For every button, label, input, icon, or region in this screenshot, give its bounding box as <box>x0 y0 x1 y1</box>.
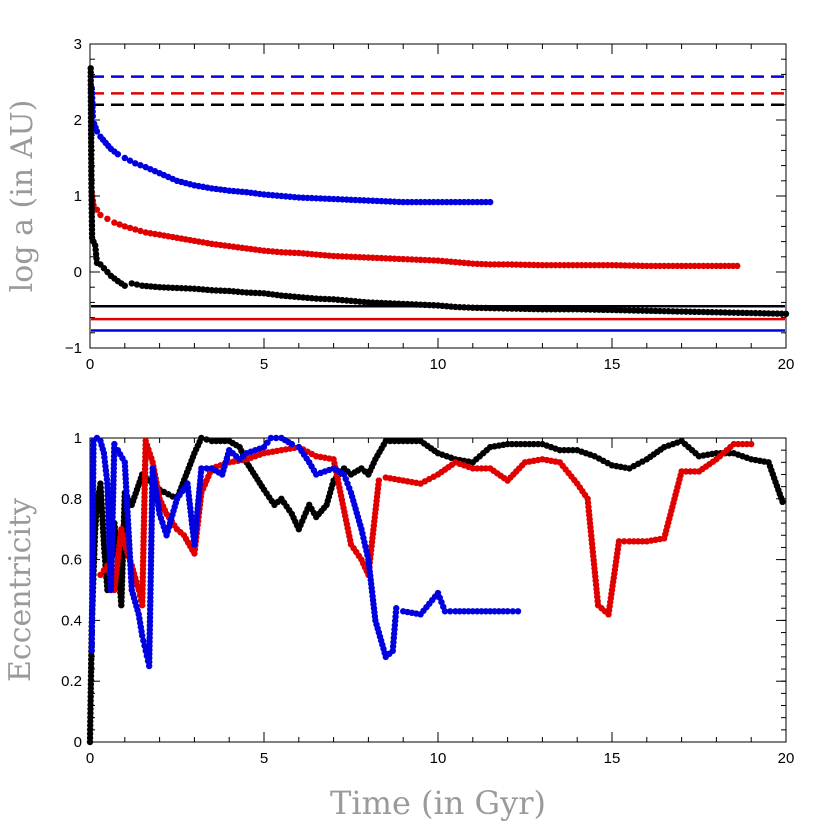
data-point <box>264 439 271 446</box>
data-point <box>121 282 128 289</box>
data-point <box>111 219 118 226</box>
data-point <box>97 571 104 578</box>
data-point <box>198 465 205 472</box>
data-point <box>126 157 134 164</box>
data-point <box>203 436 210 443</box>
x-tick-label: 20 <box>778 356 795 373</box>
y-tick-label: 3 <box>74 36 82 53</box>
data-point <box>393 605 400 612</box>
data-point <box>119 531 126 538</box>
data-point <box>93 206 101 213</box>
data-point <box>116 221 123 228</box>
data-point <box>104 215 111 222</box>
data-point <box>121 223 128 230</box>
x-tick-label: 10 <box>430 356 447 373</box>
y-tick-label: 1 <box>74 188 82 205</box>
data-point <box>615 538 623 545</box>
data-point <box>260 443 268 451</box>
data-point <box>779 498 786 506</box>
ylabel-top: log a (in AU) <box>5 100 40 293</box>
data-point <box>111 440 118 448</box>
data-point <box>133 281 141 288</box>
data-point <box>93 128 101 135</box>
data-point <box>272 434 280 442</box>
data-point <box>375 477 383 484</box>
y-tick-label: 0.4 <box>61 612 82 629</box>
y-tick-label: 1 <box>74 430 82 447</box>
x-tick-label: 10 <box>430 750 447 767</box>
data-point <box>267 434 275 442</box>
data-point <box>140 637 147 644</box>
data-point <box>509 608 517 615</box>
data-point <box>441 608 449 615</box>
y-tick-label: 2 <box>74 112 82 129</box>
data-point <box>620 538 628 545</box>
data-point <box>132 160 139 167</box>
data-point <box>128 280 135 287</box>
data-point <box>514 608 522 615</box>
data-point <box>137 162 144 169</box>
x-tick-label: 0 <box>86 750 94 767</box>
data-point <box>120 536 127 543</box>
y-tick-label: 0.6 <box>61 552 82 569</box>
y-tick-label: 0.8 <box>61 491 82 508</box>
data-point <box>139 632 146 639</box>
data-point <box>748 440 755 448</box>
panel-eccentricity: Eccentricity Time (in Gyr) 0 5 10 15 20 0 0.2 0… <box>3 430 794 822</box>
data-point <box>137 227 144 235</box>
y-tick-label: −1 <box>65 340 82 357</box>
data-point <box>487 198 494 206</box>
x-tick-label: 0 <box>86 356 94 373</box>
x-tick-label: 20 <box>778 750 795 767</box>
data-point <box>132 226 139 233</box>
x-tick-label: 5 <box>260 750 268 767</box>
data-point <box>734 262 741 270</box>
data-point <box>504 608 511 615</box>
data-point <box>782 310 790 317</box>
data-point <box>288 440 296 448</box>
data-point <box>114 151 122 158</box>
data-point <box>121 154 128 162</box>
data-point <box>446 608 454 615</box>
data-point <box>126 224 134 232</box>
y-tick-label: 0.2 <box>61 673 82 690</box>
data-point <box>203 465 210 472</box>
x-tick-label: 15 <box>604 750 621 767</box>
data-point <box>118 526 125 533</box>
ylabel-bottom: Eccentricity <box>3 498 38 682</box>
y-tick-label: 0 <box>74 734 82 751</box>
data-point <box>97 211 104 219</box>
data-point <box>100 567 108 574</box>
x-tick-label: 15 <box>604 356 621 373</box>
x-tick-label: 5 <box>260 356 268 373</box>
data-point <box>198 434 205 442</box>
y-tick-label: 0 <box>74 264 82 281</box>
xlabel-bottom: Time (in Gyr) <box>330 784 546 822</box>
data-point <box>141 642 148 649</box>
